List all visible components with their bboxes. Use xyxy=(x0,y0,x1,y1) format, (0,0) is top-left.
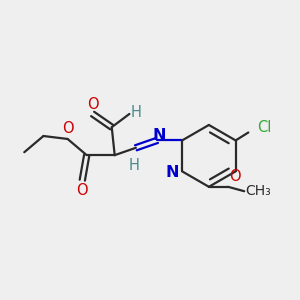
Text: H: H xyxy=(129,158,140,173)
Text: Cl: Cl xyxy=(257,120,272,135)
Text: O: O xyxy=(230,169,241,184)
Text: CH₃: CH₃ xyxy=(246,184,272,198)
Text: N: N xyxy=(165,165,178,180)
Text: N: N xyxy=(153,128,166,142)
Text: O: O xyxy=(87,97,98,112)
Text: O: O xyxy=(76,182,88,197)
Text: O: O xyxy=(62,121,74,136)
Text: H: H xyxy=(131,105,142,120)
